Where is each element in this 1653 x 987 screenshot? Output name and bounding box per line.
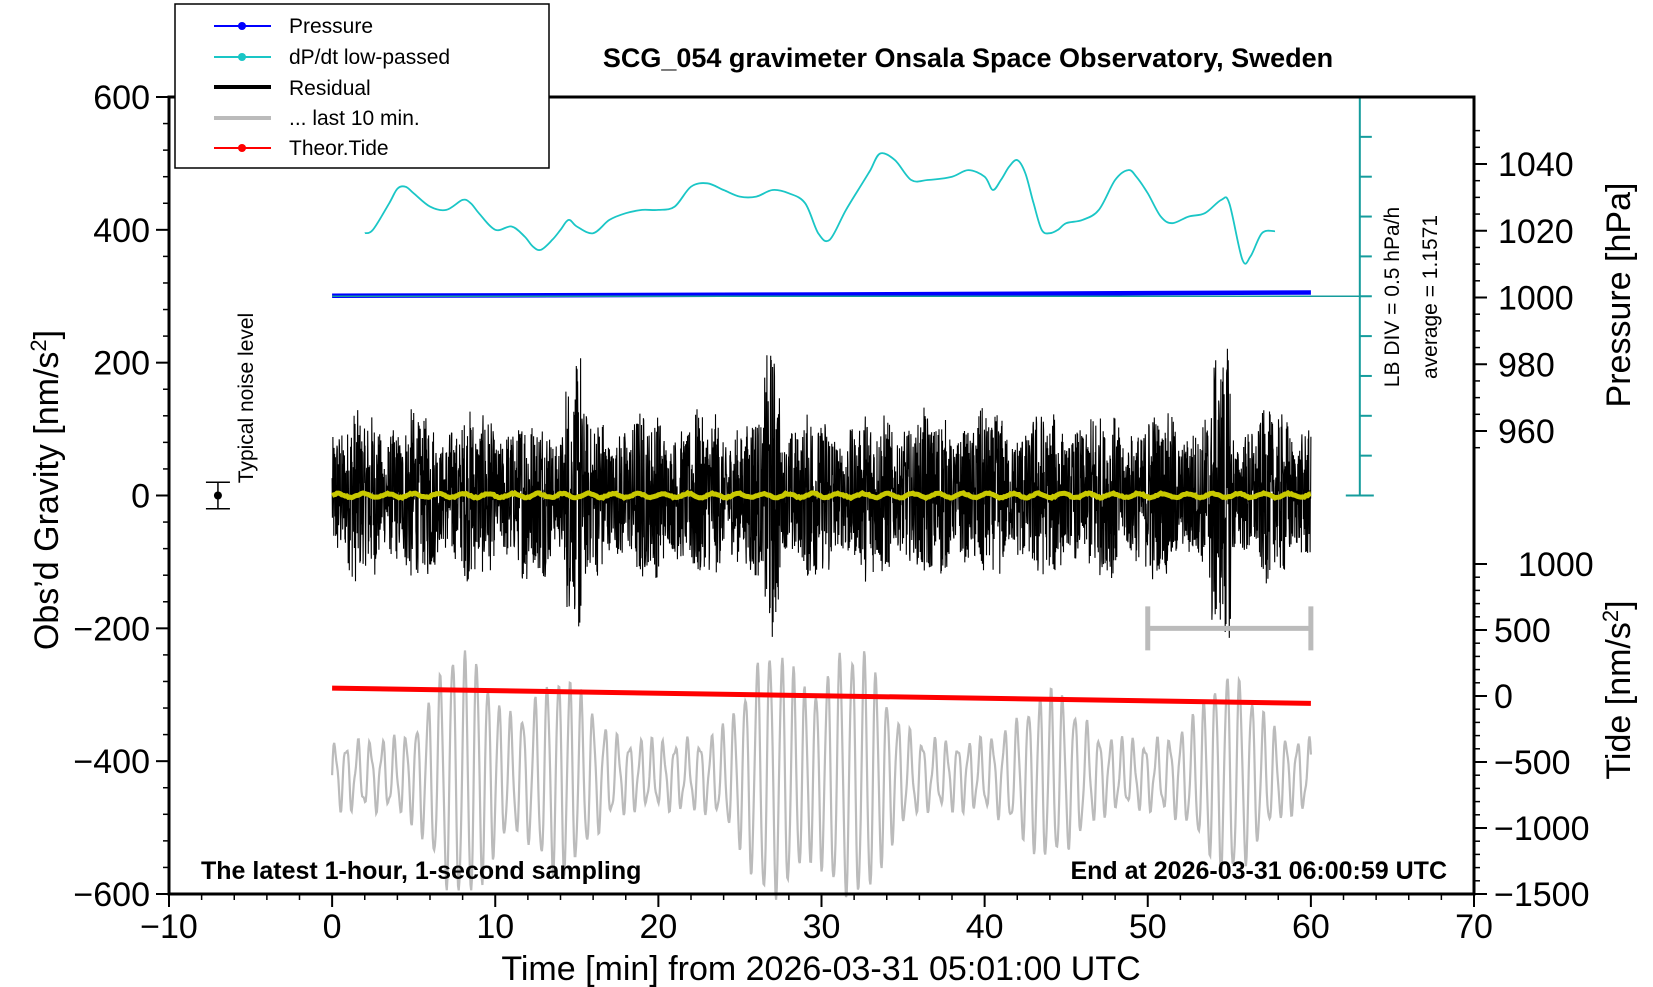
legend-label-residual: Residual xyxy=(289,77,371,100)
pressure-tick-label: 980 xyxy=(1498,346,1555,384)
pressure-tick-label: 1040 xyxy=(1498,146,1574,184)
x-tick-label: 50 xyxy=(1129,908,1167,946)
legend-marker-dpdt xyxy=(238,53,246,61)
legend-label-last10: ... last 10 min. xyxy=(289,107,420,130)
y-left-tick-label: −600 xyxy=(73,876,150,914)
noise-level-label: Typical noise level xyxy=(235,313,258,483)
chart-title: SCG_054 gravimeter Onsala Space Observat… xyxy=(603,43,1333,73)
legend-item-tide: Theor.Tide xyxy=(214,137,389,160)
residual-series-line xyxy=(331,348,1312,638)
y-left-tick-label: 0 xyxy=(131,478,150,516)
x-tick-label: 70 xyxy=(1455,908,1493,946)
y-axis-label-pressure: Pressure [hPa] xyxy=(1600,183,1638,408)
tide-tick-label: −1000 xyxy=(1494,810,1590,848)
end-time-note: End at 2026-03-31 06:00:59 UTC xyxy=(1070,857,1447,885)
x-tick-label: −10 xyxy=(140,908,198,946)
x-tick-label: 20 xyxy=(639,908,677,946)
tide-series-line xyxy=(332,685,1311,706)
y-left-tick-label: −400 xyxy=(73,743,150,781)
y-axis-label-tide: Tide [nm/s2] xyxy=(1598,600,1638,779)
x-tick-label: 0 xyxy=(323,908,342,946)
tide-tick-label: 500 xyxy=(1494,612,1551,650)
y-axis-label-gravity: Obs’d Gravity [nm/s2] xyxy=(26,330,66,650)
x-axis-label: Time [min] from 2026-03-31 05:01:00 UTC xyxy=(501,950,1140,987)
last10-series-line xyxy=(331,650,1312,900)
y-left-tick-label: 600 xyxy=(93,79,150,117)
pressure-tick-label: 1020 xyxy=(1498,213,1574,251)
scale-bar-average: average = 1.1571 xyxy=(1419,215,1442,379)
scale-bar-label: LB DIV = 0.5 hPa/h xyxy=(1381,207,1404,387)
legend-item-residual: Residual xyxy=(214,77,371,100)
pressure-tick-label: 1000 xyxy=(1498,280,1574,318)
legend-item-pressure: Pressure xyxy=(214,15,373,38)
legend-item-dpdt: dP/dt low-passed xyxy=(214,46,450,69)
residual-smoothed-line xyxy=(331,489,1312,502)
y-left-tick-label: 200 xyxy=(93,345,150,383)
data-layer xyxy=(205,96,1374,900)
y-left-tick-label: 400 xyxy=(93,212,150,250)
tide-tick-label: 1000 xyxy=(1518,546,1594,584)
pressure-series-line xyxy=(332,290,1311,299)
sampling-note: The latest 1-hour, 1-second sampling xyxy=(201,857,641,885)
pressure-tick-label: 960 xyxy=(1498,413,1555,451)
legend-item-last10: ... last 10 min. xyxy=(214,107,420,130)
x-tick-label: 30 xyxy=(803,908,841,946)
y-left-tick-label: −200 xyxy=(73,610,150,648)
noise-level-point xyxy=(213,491,222,500)
legend-label-pressure: Pressure xyxy=(289,15,373,38)
x-tick-label: 40 xyxy=(966,908,1004,946)
dpdt-series-line xyxy=(364,152,1276,265)
axes-layer: −10 0 10 20 30 40 50 60 706004002000−200−400−600… xyxy=(73,79,1593,946)
x-tick-label: 60 xyxy=(1292,908,1330,946)
legend-marker-tide xyxy=(238,144,246,152)
tide-tick-label: 0 xyxy=(1494,678,1513,716)
tide-tick-label: −1500 xyxy=(1494,876,1590,914)
legend: Pressure dP/dt low-passed Residual ... l… xyxy=(174,3,550,169)
tide-tick-label: −500 xyxy=(1494,744,1571,782)
legend-label-tide: Theor.Tide xyxy=(289,137,389,160)
legend-label-dpdt: dP/dt low-passed xyxy=(289,46,450,69)
legend-marker-pressure xyxy=(238,22,246,30)
x-tick-label: 10 xyxy=(476,908,514,946)
